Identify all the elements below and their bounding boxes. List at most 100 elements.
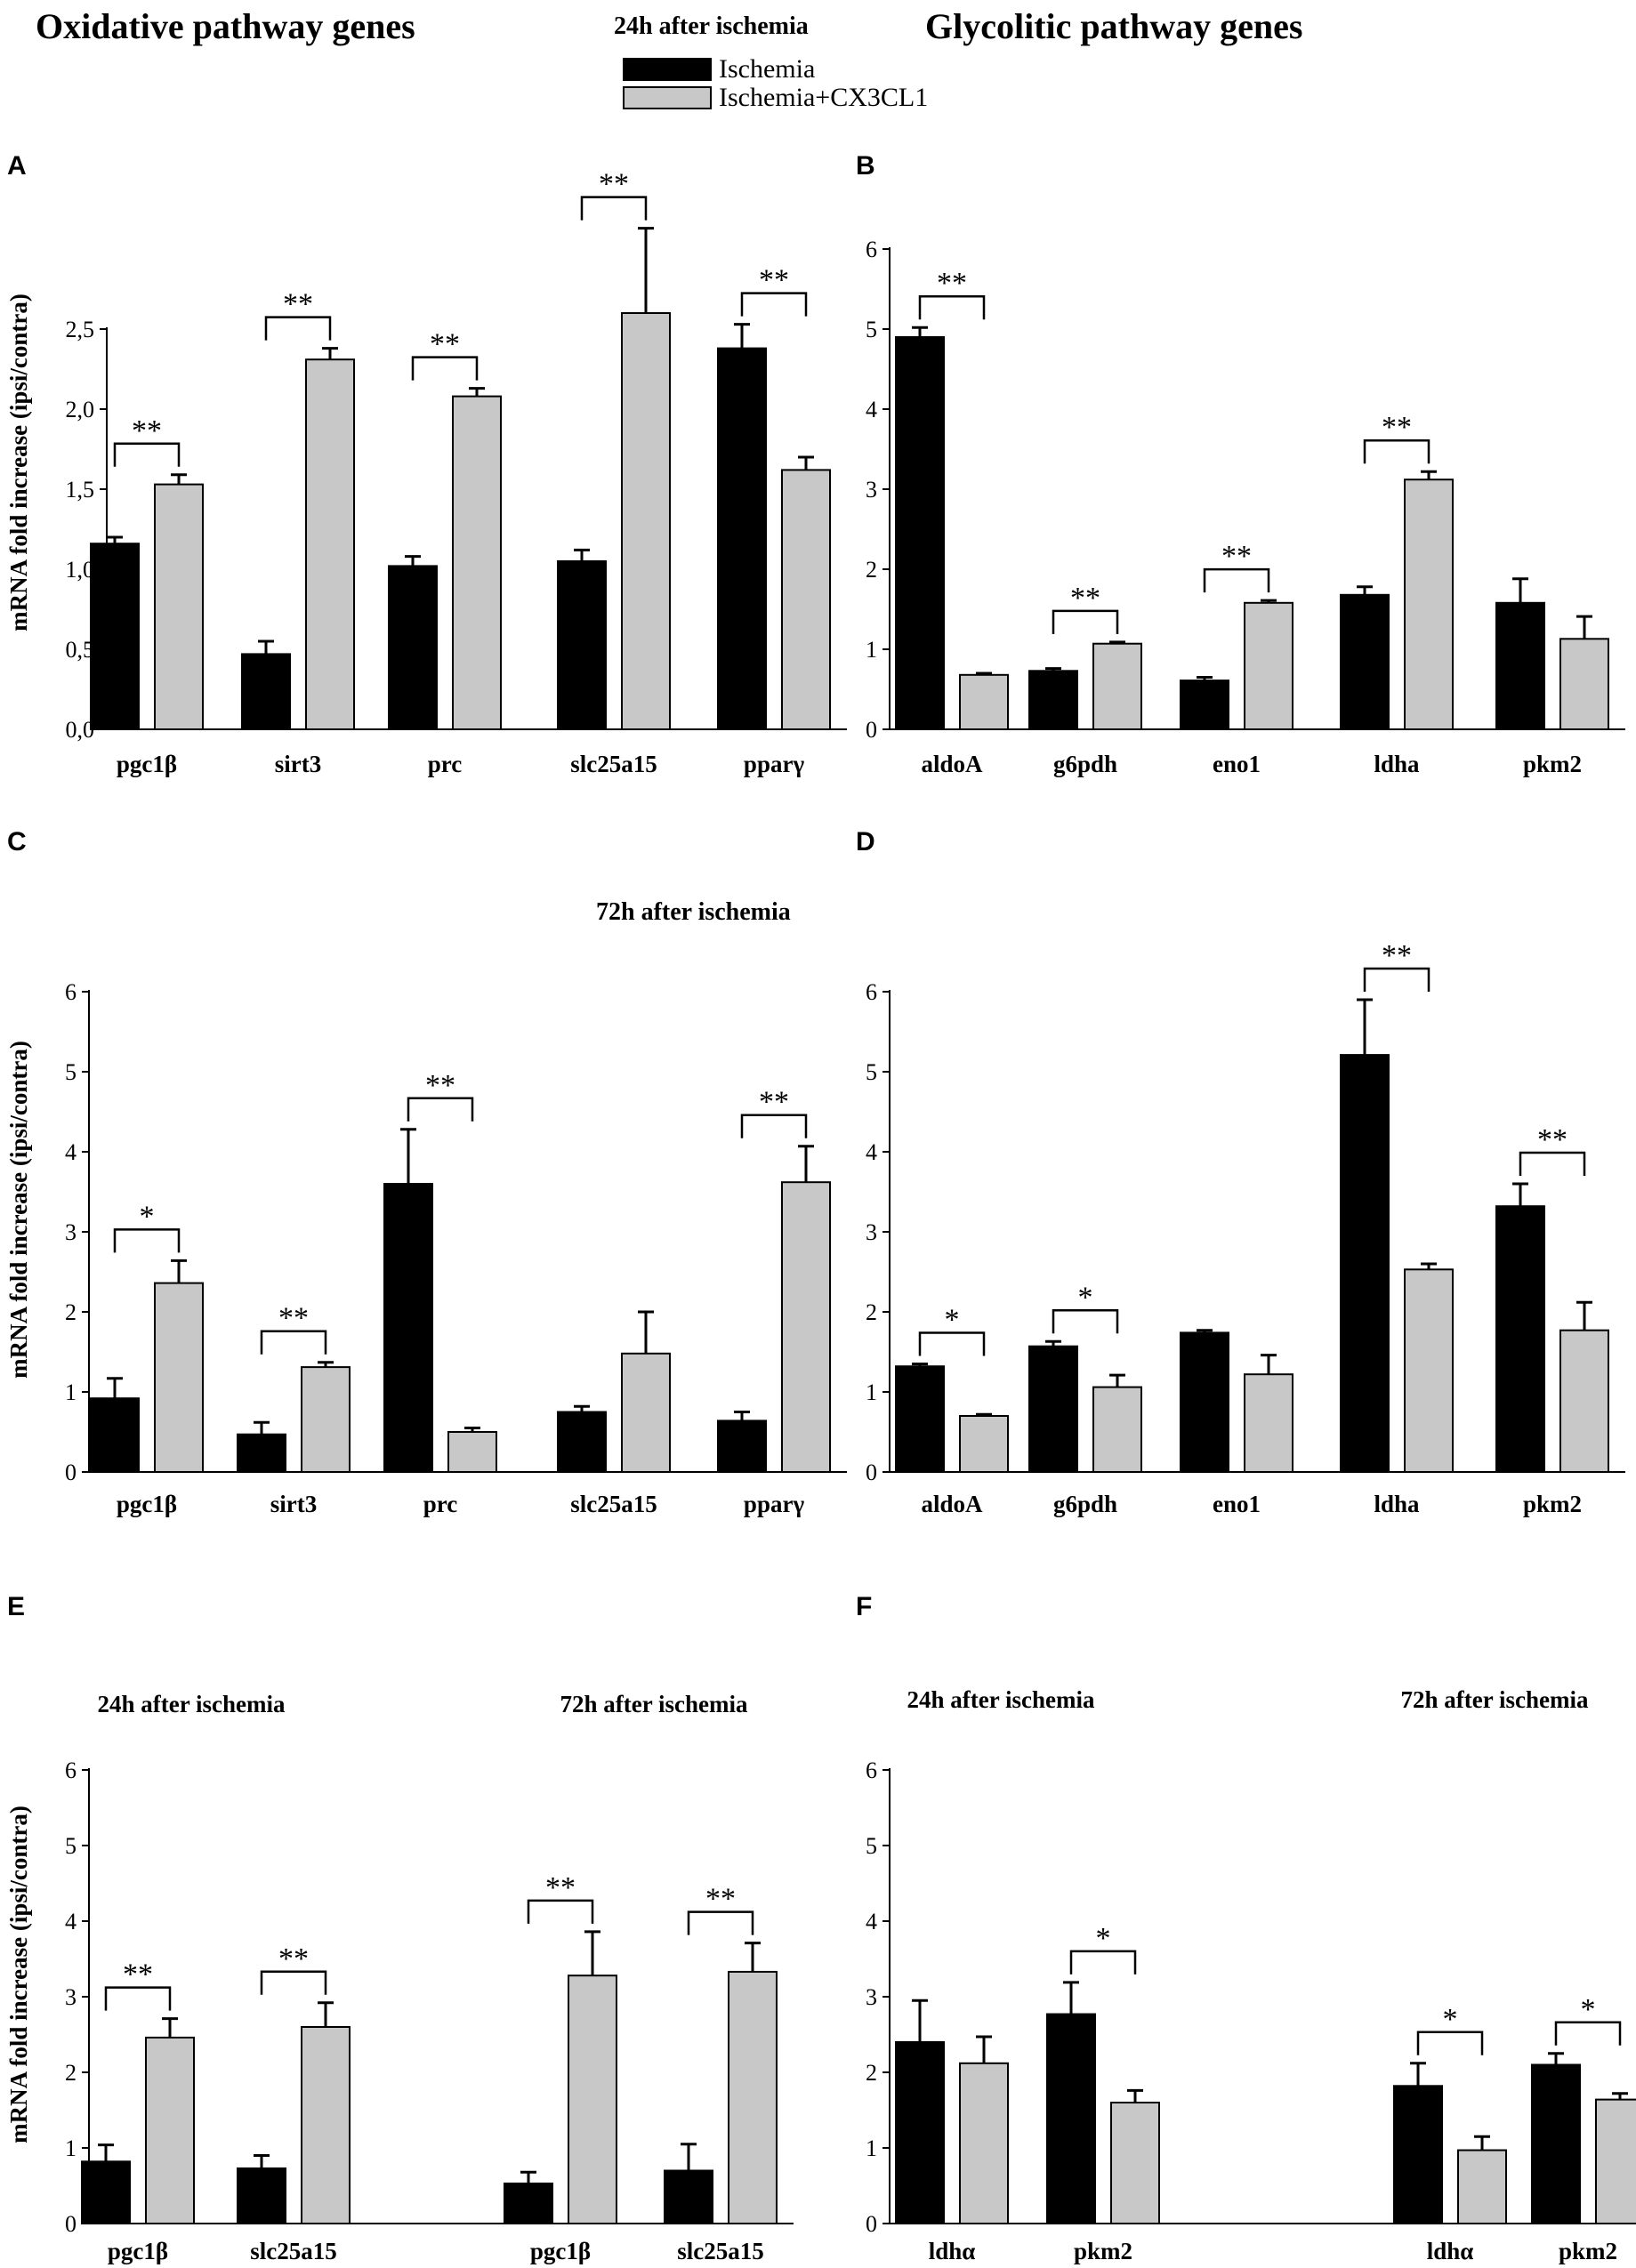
y-tick-label: 2	[65, 1299, 77, 1325]
y-tick-label: 4	[866, 397, 877, 422]
significance-label: **	[425, 1069, 455, 1102]
category-label: slc25a15	[570, 1491, 657, 1517]
y-tick-label: 6	[65, 979, 77, 1005]
significance-bracket	[1363, 438, 1430, 464]
bar-ischemia	[1180, 1331, 1229, 1473]
significance-label: **	[283, 288, 313, 321]
bar-ischemia	[664, 2169, 713, 2224]
y-tick-label: 5	[866, 317, 877, 342]
significance-bracket	[260, 1330, 327, 1355]
significance-label: **	[132, 414, 162, 447]
significance-label: **	[123, 1958, 153, 1991]
bar-ischemia	[1531, 2063, 1581, 2224]
significance-label: **	[1382, 411, 1412, 444]
legend-swatch-cx3cl1	[623, 86, 712, 109]
significance-bracket	[1416, 2031, 1484, 2055]
y-tick-label: 0	[866, 1460, 877, 1485]
y-tick-label: 3	[866, 1219, 877, 1245]
legend-label-cx3cl1: Ischemia+CX3CL1	[719, 83, 929, 112]
glycolitic-column-title: Glycolitic pathway genes	[925, 6, 1303, 46]
chart-e-oxidative-timecourse: 0 1 2 3 4 5 6 mRNA fold increase (ipsi/contra) 2…	[5, 1691, 794, 2264]
group-label: 24h after ischemia	[907, 1686, 1095, 1713]
significance-label: **	[759, 264, 789, 297]
bar-ischemia	[1495, 1205, 1545, 1473]
y-tick-label: 3	[65, 1219, 77, 1245]
bar-ischemia	[81, 2160, 131, 2224]
category-label: g6pdh	[1053, 1491, 1117, 1517]
y-tick-label: 1	[65, 1379, 77, 1405]
category-label: pparγ	[744, 751, 805, 777]
y-tick-label: 6	[866, 237, 877, 262]
significance-bracket	[1363, 967, 1430, 992]
significance-bracket	[1519, 1151, 1586, 1176]
y-tick-label: 5	[65, 1059, 77, 1085]
category-label: sirt3	[275, 751, 321, 777]
category-label: pkm2	[1523, 751, 1582, 777]
chart-f-glycolitic-timecourse: 0 1 2 3 4 5 6 24h after ischemia 72h after ische…	[866, 1686, 1636, 2264]
bar-ischemia	[557, 560, 607, 730]
category-label: sirt3	[270, 1491, 317, 1517]
category-label: pgc1β	[117, 751, 177, 777]
category-label: ldha	[1374, 751, 1420, 777]
y-tick-label: 6	[65, 1757, 77, 1783]
y-tick-label: 0,5	[66, 637, 95, 663]
significance-bracket	[740, 292, 808, 317]
bar-ischemia	[895, 2041, 945, 2224]
legend-item-ischemia: Ischemia	[623, 54, 928, 84]
bar-ischemia	[1495, 601, 1545, 730]
bar-ischemia	[1046, 2013, 1096, 2224]
bar-cx3cl1	[301, 2026, 351, 2224]
significance-label: *	[1581, 1993, 1596, 2026]
legend-label-ischemia: Ischemia	[719, 54, 816, 84]
significance-bracket	[527, 1899, 594, 1924]
bar-cx3cl1	[1457, 2149, 1507, 2224]
bar-cx3cl1	[1110, 2102, 1160, 2224]
y-tick-label: 1	[866, 1379, 877, 1405]
y-tick-label: 4	[65, 1139, 77, 1165]
significance-label: **	[430, 328, 460, 361]
y-tick-label: 2,5	[66, 317, 95, 342]
bar-ischemia	[504, 2182, 553, 2225]
chart-a-oxidative-24h: 0,0 0,5 1,0 1,5 2,0 2,5 mRNA fold increase (ip…	[5, 168, 847, 777]
bar-ischemia	[717, 1420, 767, 1474]
significance-bracket	[1554, 2021, 1622, 2046]
bar-cx3cl1	[621, 312, 671, 730]
significance-bracket	[1069, 1950, 1137, 1974]
category-label: ldhα	[1427, 2238, 1474, 2264]
significance-label: **	[1070, 582, 1100, 615]
y-tick-label: 4	[65, 1909, 77, 1934]
y-tick-label: 1	[866, 637, 877, 663]
y-tick-label: 3	[866, 477, 877, 503]
significance-bracket	[1052, 609, 1119, 634]
category-label: slc25a15	[677, 2238, 764, 2264]
bar-cx3cl1	[1595, 2098, 1636, 2224]
bar-ischemia	[241, 653, 291, 731]
bar-ischemia	[557, 1411, 607, 1473]
bar-cx3cl1	[301, 1366, 351, 1474]
y-tick-label: 2,0	[66, 397, 95, 422]
bar-ischemia	[1180, 680, 1229, 730]
panel-letter-a: A	[7, 151, 27, 181]
significance-bracket	[113, 442, 181, 467]
significance-bracket	[918, 1331, 986, 1356]
bar-cx3cl1	[959, 1415, 1009, 1473]
significance-label: **	[937, 267, 967, 300]
time-title-72h: 72h after ischemia	[596, 898, 791, 926]
bar-cx3cl1	[145, 2036, 195, 2224]
bar-ischemia	[388, 565, 438, 730]
y-tick-label: 1,0	[66, 557, 95, 583]
bar-ischemia	[237, 2167, 286, 2225]
y-tick-label: 2	[65, 2060, 77, 2086]
bar-ischemia	[90, 1397, 140, 1474]
significance-bracket	[918, 294, 986, 320]
significance-label: **	[599, 168, 629, 201]
y-axis-label: mRNA fold increase (ipsi/contra)	[5, 1041, 32, 1379]
panel-letter-f: F	[856, 1592, 873, 1621]
y-tick-label: 4	[866, 1909, 877, 1934]
category-label: aldoA	[921, 1491, 983, 1517]
group-label: 72h after ischemia	[1401, 1686, 1589, 1713]
significance-label: *	[1443, 2003, 1458, 2036]
category-label: aldoA	[921, 751, 983, 777]
bar-ischemia	[237, 1433, 286, 1474]
